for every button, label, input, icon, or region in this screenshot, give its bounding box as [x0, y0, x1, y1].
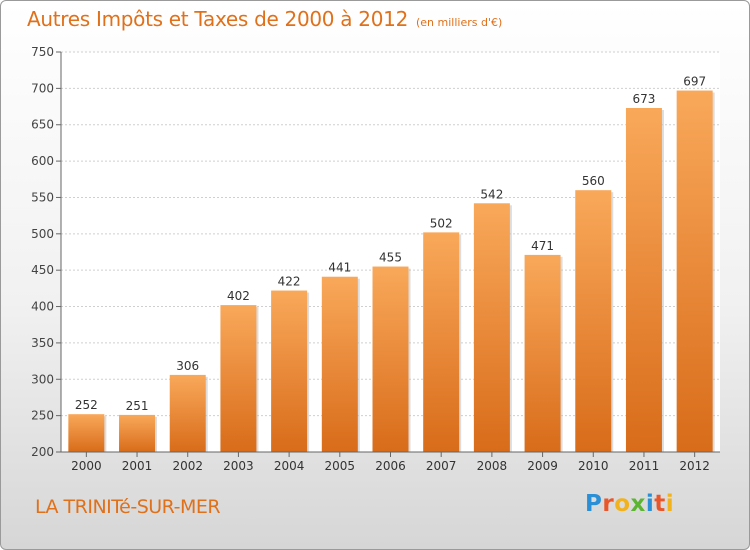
y-tick-label: 700 — [31, 81, 54, 95]
bar — [625, 108, 662, 452]
y-tick-label: 750 — [31, 45, 54, 59]
y-tick-label: 450 — [31, 263, 54, 277]
x-tick-label: 2012 — [679, 459, 710, 473]
bar-value-label: 252 — [75, 398, 98, 412]
subtitle-text: (en milliers d'€) — [416, 16, 503, 29]
y-tick-label: 400 — [31, 300, 54, 314]
bar-value-label: 673 — [633, 92, 656, 106]
logo-letter: o — [614, 491, 631, 517]
y-tick-label: 200 — [31, 445, 54, 459]
bar — [575, 190, 612, 452]
x-tick-label: 2009 — [527, 459, 558, 473]
bar-value-label: 306 — [176, 359, 199, 373]
proxiti-logo: Proxiti — [585, 491, 674, 517]
bar-value-label: 441 — [328, 261, 351, 275]
bar-value-label: 542 — [480, 187, 503, 201]
y-tick-label: 500 — [31, 227, 54, 241]
bar — [220, 305, 257, 452]
y-tick-label: 550 — [31, 190, 54, 204]
y-tick-label: 300 — [31, 372, 54, 386]
logo-letter: P — [585, 491, 603, 517]
y-tick-label: 600 — [31, 154, 54, 168]
bar — [169, 374, 206, 452]
bar — [524, 254, 561, 452]
logo-letter: t — [654, 491, 666, 517]
x-tick-label: 2003 — [223, 459, 254, 473]
bar — [119, 414, 156, 452]
bar — [68, 414, 105, 452]
x-tick-label: 2007 — [426, 459, 457, 473]
logo-letter: r — [602, 491, 615, 517]
city-name: LA TRINITé-SUR-MER — [35, 496, 221, 518]
bar — [271, 290, 308, 452]
x-tick-label: 2011 — [629, 459, 660, 473]
logo-letter: i — [645, 491, 655, 517]
x-tick-label: 2006 — [375, 459, 406, 473]
bar-value-label: 471 — [531, 239, 554, 253]
title-text: Autres Impôts et Taxes de 2000 à 2012 — [27, 7, 408, 31]
y-tick-label: 350 — [31, 336, 54, 350]
x-tick-label: 2005 — [325, 459, 356, 473]
axes: 200 250 300 350 400 450 500 550 600 650 700 750 2000… — [31, 45, 720, 473]
bar-value-label: 422 — [278, 275, 301, 289]
x-tick-label: 2008 — [477, 459, 508, 473]
x-tick-label: 2001 — [122, 459, 153, 473]
x-tick-label: 2004 — [274, 459, 305, 473]
bar — [473, 203, 510, 452]
logo-letter: i — [665, 491, 675, 517]
bar-value-label: 697 — [683, 75, 706, 89]
bar-value-label: 502 — [430, 216, 453, 230]
x-tick-label: 2002 — [172, 459, 203, 473]
x-tick-label: 2010 — [578, 459, 609, 473]
bar-value-label: 251 — [126, 399, 149, 413]
bars: 252 251 306 402 422 441 455 502 542 471 560 673 697 — [68, 75, 715, 452]
bar-value-label: 455 — [379, 251, 402, 265]
y-tick-label: 650 — [31, 118, 54, 132]
x-tick-label: 2000 — [71, 459, 102, 473]
logo-letter: x — [630, 491, 646, 517]
bar-value-label: 560 — [582, 174, 605, 188]
bar — [372, 266, 409, 452]
bar — [676, 90, 713, 452]
y-tick-label: 250 — [31, 409, 54, 423]
bar-value-label: 402 — [227, 289, 250, 303]
chart-title: Autres Impôts et Taxes de 2000 à 2012 (en… — [27, 7, 502, 31]
bar — [321, 276, 358, 452]
bar — [423, 232, 460, 452]
